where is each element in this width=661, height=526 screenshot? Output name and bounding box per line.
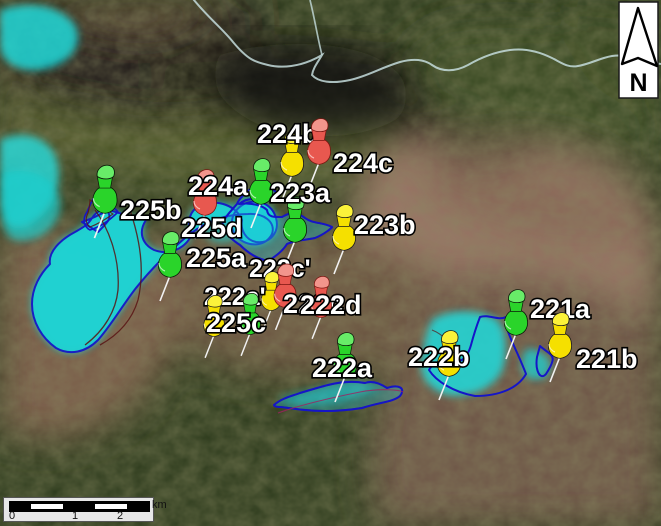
svg-text:225b: 225b [120,195,182,225]
svg-text:222b: 222b [408,342,470,372]
svg-text:N: N [629,69,647,97]
svg-text:223b: 223b [354,210,416,240]
svg-text:222a: 222a [312,353,373,383]
svg-text:221b: 221b [576,344,638,374]
svg-text:224c: 224c [333,148,393,178]
svg-text:223a: 223a [270,178,331,208]
svg-text:225d: 225d [181,213,243,243]
svg-text:224a: 224a [188,171,249,201]
svg-text:222d: 222d [300,290,362,320]
svg-text:225a: 225a [186,243,247,273]
svg-text:225c: 225c [206,308,266,338]
